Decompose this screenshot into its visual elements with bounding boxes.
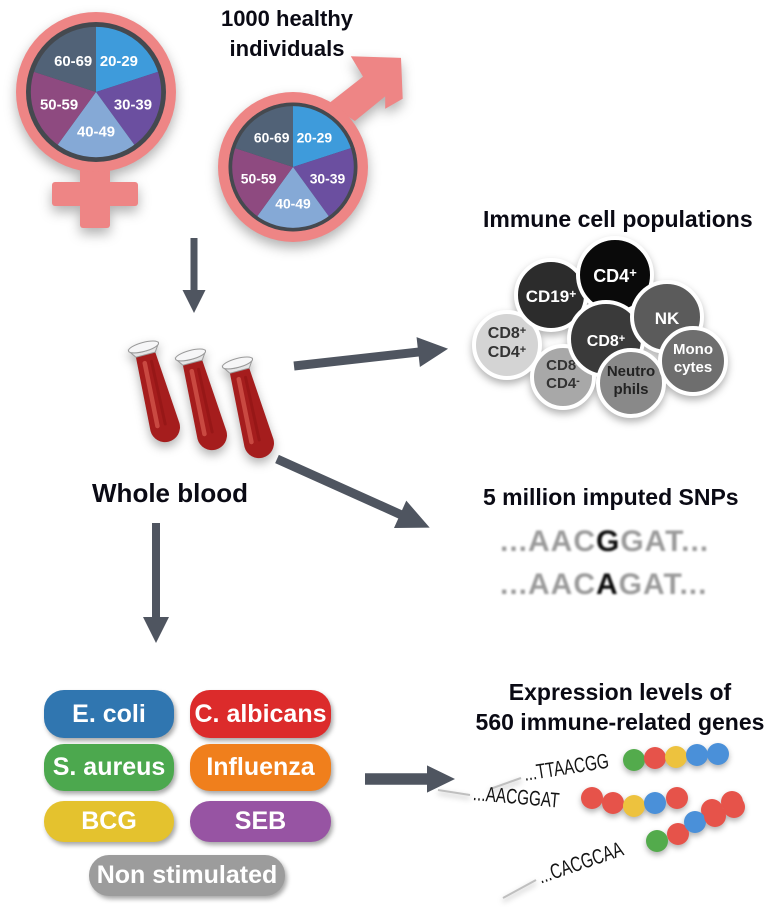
svg-text:cytes: cytes (674, 359, 712, 376)
svg-text:CD4-: CD4- (546, 375, 580, 392)
svg-text:phils: phils (613, 381, 648, 398)
svg-text:NK: NK (655, 309, 680, 328)
svg-text:Neutro: Neutro (607, 363, 655, 380)
svg-text:Mono: Mono (673, 341, 713, 358)
svg-text:CD19+: CD19+ (526, 287, 576, 306)
